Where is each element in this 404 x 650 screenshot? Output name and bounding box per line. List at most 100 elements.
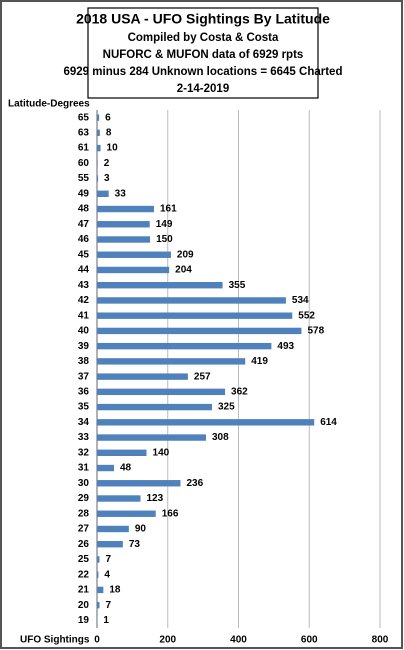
- bar: [97, 403, 212, 411]
- data-label: 10: [107, 143, 119, 154]
- y-tick-label: 31: [78, 463, 90, 474]
- data-label: 325: [218, 402, 235, 413]
- y-tick-label: 38: [78, 356, 90, 367]
- y-tick-label: 30: [78, 478, 90, 489]
- bar: [97, 282, 223, 289]
- y-tick-label: 61: [78, 143, 90, 154]
- data-label: 1: [103, 615, 109, 626]
- y-tick-label: 65: [78, 112, 90, 123]
- y-tick-label: 45: [78, 249, 90, 260]
- data-label: 2: [104, 158, 110, 169]
- data-label: 33: [115, 188, 127, 199]
- y-tick-label: 26: [78, 539, 90, 550]
- data-label: 209: [177, 249, 194, 260]
- bar: [97, 251, 171, 258]
- chart-subtitle: Compiled by Costa & Costa: [128, 32, 279, 44]
- y-axis-label: Latitude-Degrees: [8, 99, 90, 110]
- bar: [97, 388, 226, 396]
- bar: [97, 358, 246, 365]
- y-tick-label: 55: [78, 173, 90, 184]
- y-tick-label: 27: [78, 524, 90, 535]
- y-tick-label: 21: [78, 585, 90, 596]
- x-tick-label: 600: [301, 635, 318, 646]
- bar: [97, 571, 99, 578]
- bar: [97, 144, 101, 152]
- bar: [97, 266, 170, 274]
- data-label: 149: [156, 219, 173, 230]
- y-tick-label: 48: [78, 204, 90, 215]
- data-label: 150: [156, 234, 173, 245]
- data-label: 161: [160, 204, 177, 215]
- bar: [97, 464, 114, 472]
- data-label: 578: [307, 326, 324, 337]
- bar: [97, 449, 147, 456]
- x-tick-label: 200: [159, 635, 176, 646]
- data-label: 419: [251, 356, 268, 367]
- y-tick-label: 32: [78, 447, 90, 458]
- data-label: 123: [147, 493, 164, 504]
- y-tick-label: 39: [78, 341, 90, 352]
- y-tick-label: 36: [78, 386, 90, 397]
- data-label: 308: [212, 432, 229, 443]
- data-label: 73: [129, 539, 141, 550]
- x-axis-label: UFO Sightings: [20, 635, 90, 646]
- data-label: 257: [194, 371, 211, 382]
- data-label: 614: [320, 417, 337, 428]
- data-label: 8: [106, 127, 112, 138]
- bar: [97, 342, 272, 350]
- data-label: 355: [229, 280, 246, 291]
- data-label: 7: [105, 554, 111, 565]
- data-label: 362: [231, 386, 248, 397]
- y-tick-label: 60: [78, 158, 90, 169]
- y-tick-label: 44: [78, 265, 90, 276]
- y-tick-label: 43: [78, 280, 90, 291]
- bar: [97, 419, 315, 426]
- bar: [97, 221, 150, 228]
- chart-title: 2018 USA - UFO Sightings By Latitude: [76, 11, 330, 27]
- data-label: 18: [109, 585, 121, 596]
- bar: [97, 601, 100, 609]
- data-label: 90: [135, 524, 147, 535]
- chart-subtitle: 2-14-2019: [177, 83, 229, 95]
- y-tick-label: 20: [78, 600, 90, 611]
- x-tick-label: 0: [94, 635, 100, 646]
- bar: [97, 541, 123, 548]
- bar: [97, 510, 156, 517]
- data-label: 7: [105, 600, 111, 611]
- bar: [97, 190, 109, 197]
- bar: [97, 175, 99, 182]
- bar: [97, 236, 151, 243]
- data-label: 140: [153, 447, 170, 458]
- bar: [97, 525, 129, 533]
- bar: [97, 327, 302, 335]
- x-tick-label: 400: [230, 635, 247, 646]
- data-label: 552: [298, 310, 315, 321]
- y-tick-label: 19: [78, 615, 90, 626]
- title-box: [87, 7, 319, 99]
- y-tick-label: 28: [78, 508, 90, 519]
- x-tick-label: 800: [372, 635, 389, 646]
- bar: [97, 434, 206, 441]
- data-label: 6: [105, 112, 111, 123]
- bar: [97, 129, 100, 137]
- y-tick-label: 47: [78, 219, 90, 230]
- y-tick-label: 46: [78, 234, 90, 245]
- data-label: 48: [120, 463, 132, 474]
- bar: [97, 586, 104, 594]
- bar: [97, 114, 100, 121]
- bar: [97, 480, 181, 487]
- y-tick-label: 37: [78, 371, 90, 382]
- y-tick-label: 25: [78, 554, 90, 565]
- bar: [97, 297, 286, 304]
- data-label: 493: [277, 341, 294, 352]
- data-label: 166: [162, 508, 179, 519]
- y-tick-label: 41: [78, 310, 90, 321]
- y-tick-label: 63: [78, 127, 90, 138]
- y-tick-label: 40: [78, 326, 90, 337]
- data-label: 236: [186, 478, 203, 489]
- y-tick-label: 33: [78, 432, 90, 443]
- chart-subtitle: NUFORC & MUFON data of 6929 rpts: [103, 49, 304, 61]
- data-label: 3: [104, 173, 110, 184]
